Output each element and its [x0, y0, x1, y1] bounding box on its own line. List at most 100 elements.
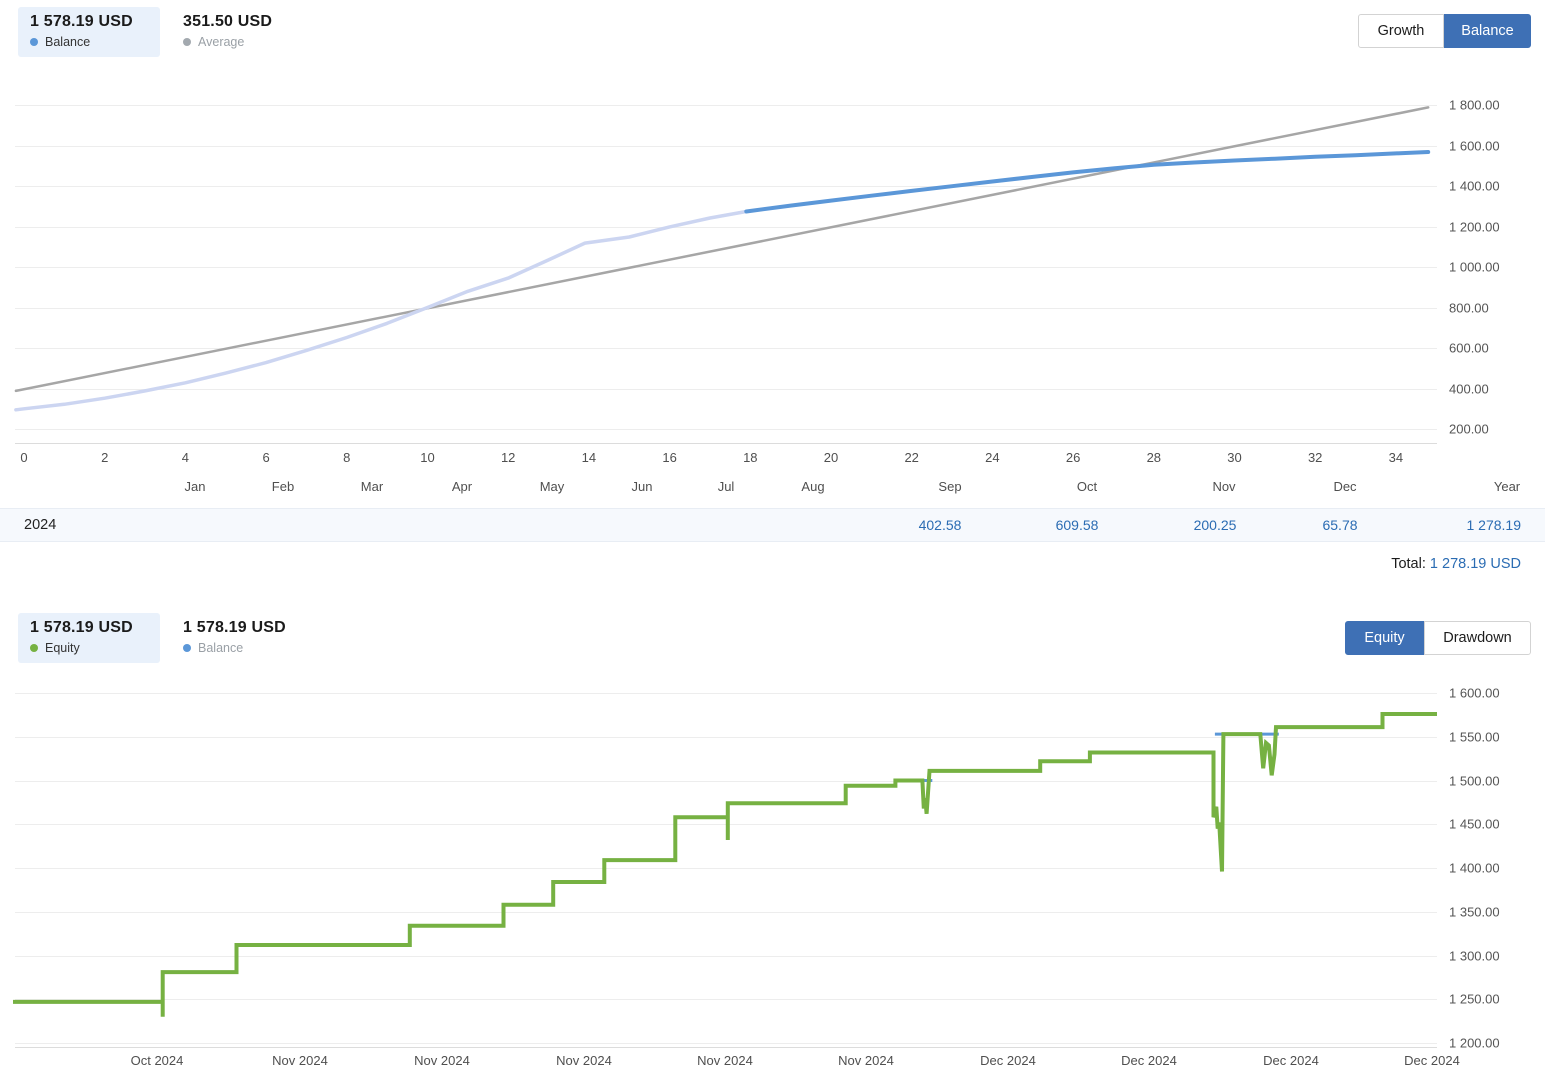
x-axis-tick-label: Nov 2024 — [838, 1053, 894, 1068]
balance-legend-item[interactable]: 1 578.19 USD Balance — [18, 7, 160, 57]
week-tick-label: 6 — [262, 450, 270, 465]
week-tick-label: 16 — [662, 450, 677, 465]
gridline — [15, 145, 1437, 147]
monthly-results-row: 2024 402.58 609.58 200.25 65.78 1 278.19 — [0, 508, 1545, 542]
equity-legend-item[interactable]: 1 578.19 USD Equity — [18, 613, 160, 663]
gridline — [15, 868, 1437, 869]
month-tick-label: Jan — [184, 479, 206, 494]
gridline — [15, 186, 1437, 187]
tab-equity[interactable]: Equity — [1345, 621, 1424, 655]
y-axis-tick-label: 1 350.00 — [1449, 904, 1500, 920]
gridline — [15, 1043, 1437, 1044]
month-tick-label: Dec — [1333, 479, 1357, 494]
early-balance-line — [14, 209, 749, 412]
balance-dot-icon — [30, 38, 38, 46]
y-axis-tick-label: 1 200.00 — [1449, 219, 1500, 234]
y-axis-tick-label: 200.00 — [1449, 421, 1489, 437]
balance-chart-plot-area[interactable]: 1 800.00 1 600.00 1 400.00 1 200.00 1 000.00… — [0, 85, 1545, 445]
y-axis-tick-label: 400.00 — [1449, 381, 1489, 396]
month-tick-label: Apr — [451, 479, 473, 494]
equity-drawdown-tab-group: Equity Drawdown — [1345, 621, 1531, 655]
tab-drawdown[interactable]: Drawdown — [1424, 621, 1531, 655]
y-axis-tick-label: 1 200.00 — [1449, 1035, 1500, 1051]
y-axis-tick-label: 1 300.00 — [1449, 948, 1500, 963]
y-axis-tick-label: 1 450.00 — [1449, 816, 1500, 832]
week-tick-label: 32 — [1307, 450, 1323, 465]
gridline — [15, 388, 1437, 390]
week-tick-label: 34 — [1388, 450, 1404, 465]
gridline — [15, 226, 1437, 228]
x-axis-tick-label: Dec 2024 — [1404, 1053, 1460, 1068]
balance2-dot-icon — [183, 644, 191, 652]
x-axis-tick-label: Nov 2024 — [556, 1053, 612, 1068]
growth-balance-tab-group: Growth Balance — [1358, 14, 1531, 48]
month-tick-label: Feb — [271, 479, 295, 494]
average-dot-icon — [183, 38, 191, 46]
equity-chart-plot-area[interactable]: 1 600.00 1 550.00 1 500.00 1 450.00 1 400.00… — [0, 678, 1545, 1052]
month-tick-label: Nov — [1212, 479, 1236, 494]
gridline — [15, 693, 1437, 694]
x-axis-line — [15, 1047, 1437, 1048]
week-tick-label: 26 — [1065, 450, 1081, 465]
month-tick-label: Jul — [717, 479, 735, 494]
month-tick-label: Jun — [631, 479, 653, 494]
x-axis-tick-label: Nov 2024 — [414, 1053, 470, 1068]
balance2-legend-value: 1 578.19 USD — [183, 619, 286, 636]
total-value: 1 278.19 USD — [1429, 556, 1521, 572]
equity-legend-value: 1 578.19 USD — [30, 619, 133, 636]
y-axis-tick-label: 1 400.00 — [1449, 178, 1500, 194]
year-label: 2024 — [24, 517, 57, 533]
x-axis-tick-label: Dec 2024 — [980, 1053, 1036, 1068]
average-legend-item[interactable]: 351.50 USD Average — [171, 7, 284, 57]
week-tick-label: 20 — [823, 450, 839, 465]
total-label: Total: — [1391, 556, 1426, 572]
month-tick-label: Sep — [938, 479, 962, 494]
month-tick-label: Mar — [360, 479, 384, 494]
x-axis-tick-label: Nov 2024 — [697, 1053, 753, 1068]
monthly-value-oct: 609.58 — [1055, 517, 1099, 533]
gridline — [15, 348, 1437, 349]
gridline — [15, 267, 1437, 268]
week-tick-label: 18 — [743, 450, 758, 465]
y-axis-tick-label: 1 000.00 — [1449, 259, 1500, 275]
week-tick-label: 12 — [500, 450, 516, 465]
monthly-value-dec: 65.78 — [1322, 517, 1358, 533]
average-legend-label: Average — [198, 35, 245, 49]
tab-growth[interactable]: Growth — [1358, 14, 1444, 48]
balance-legend-value: 1 578.19 USD — [30, 13, 133, 30]
y-axis-tick-label: 1 400.00 — [1449, 860, 1500, 876]
week-tick-label: 8 — [343, 450, 351, 465]
tab-balance[interactable]: Balance — [1444, 14, 1531, 48]
week-tick-label: 4 — [181, 450, 190, 465]
x-axis-tick-label: Oct 2024 — [130, 1053, 184, 1068]
y-axis-tick-label: 1 600.00 — [1449, 685, 1500, 701]
gridline — [15, 780, 1437, 782]
week-tick-label: 28 — [1146, 450, 1162, 465]
week-tick-label: 24 — [985, 450, 1000, 465]
x-axis-tick-label: Dec 2024 — [1121, 1053, 1177, 1068]
balance-line — [744, 150, 1431, 214]
gridline — [15, 429, 1437, 430]
gridline — [15, 307, 1437, 309]
week-tick-label: 10 — [420, 450, 435, 465]
balance-legend-label: Balance — [45, 35, 91, 49]
y-axis-tick-label: 1 250.00 — [1449, 991, 1500, 1007]
average-line — [14, 106, 1430, 393]
gridline — [15, 999, 1437, 1001]
week-tick-label: 30 — [1227, 450, 1242, 465]
y-axis-tick-label: 600.00 — [1449, 340, 1489, 356]
gridline — [15, 736, 1437, 738]
month-tick-label: Year — [1493, 479, 1521, 494]
x-axis-tick-label: Nov 2024 — [272, 1053, 328, 1068]
equity-line — [13, 712, 1437, 1017]
balance-chart-month-axis: Jan Feb Mar Apr May Jun Jul Aug Sep Oct Nov Dec Year — [0, 479, 1545, 497]
y-axis-tick-label: 800.00 — [1449, 300, 1489, 315]
average-legend-value: 351.50 USD — [183, 13, 273, 30]
balance2-legend-item[interactable]: 1 578.19 USD Balance — [171, 613, 298, 663]
balance2-legend-label: Balance — [198, 641, 244, 655]
month-tick-label: May — [539, 479, 565, 494]
gridline — [15, 105, 1437, 106]
monthly-value-nov: 200.25 — [1193, 517, 1237, 533]
y-axis-tick-label: 1 550.00 — [1449, 729, 1500, 745]
